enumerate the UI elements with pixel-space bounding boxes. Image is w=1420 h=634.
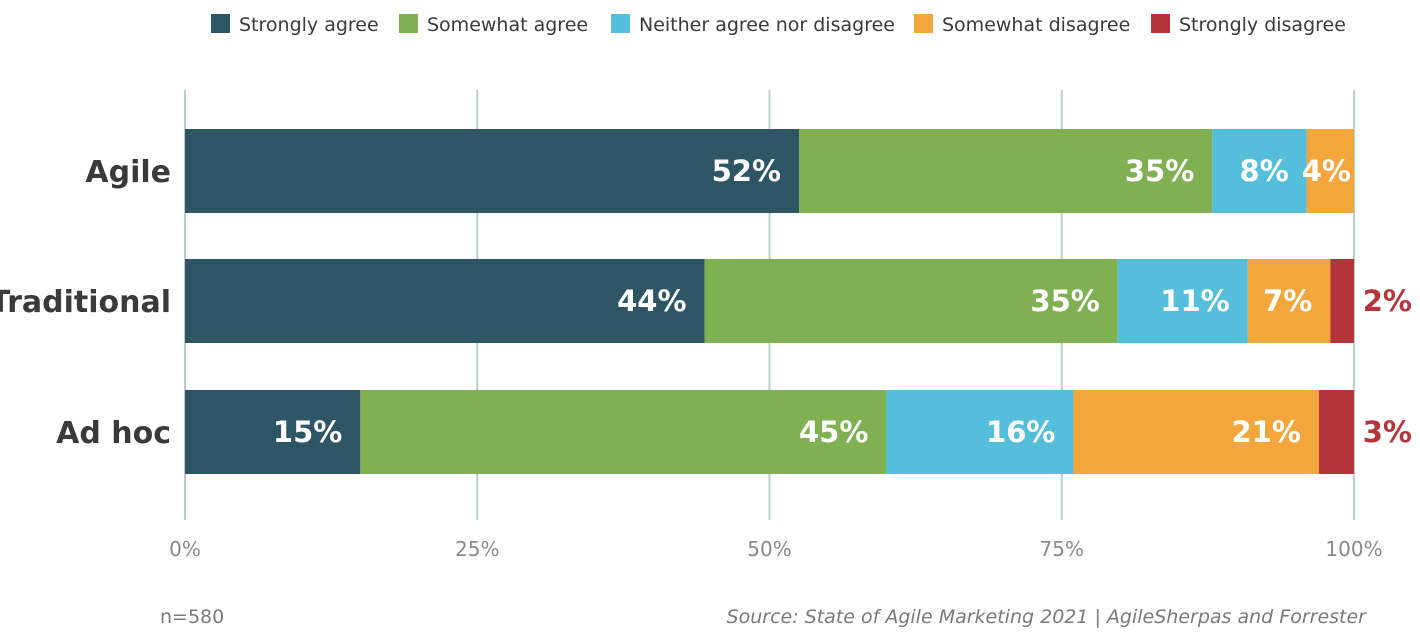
legend-label-neither-agree-nor-disagree: Neither agree nor disagree [639,14,895,36]
legend-label-somewhat-agree: Somewhat agree [427,14,588,36]
data-label-traditional-neither-agree-nor-disagree: 11% [1160,284,1229,318]
tick-label-0: 0% [169,537,201,561]
data-label-ad-hoc-somewhat-agree: 45% [799,415,868,449]
bar-traditional-strongly-disagree [1330,259,1354,343]
category-label-ad-hoc: Ad hoc [56,416,171,451]
bars: 52% 35% 8% 4% 44% 35% 11% 7% 2% 15% 45% 16% 21% 3% [185,129,1412,474]
bar-agile-strongly-agree [185,129,800,213]
data-label-ad-hoc-somewhat-disagree: 21% [1232,415,1301,449]
legend-swatch-somewhat-agree [399,14,418,33]
bar-agile-somewhat-disagree [1306,129,1354,213]
bar-ad-hoc-strongly-disagree [1318,390,1354,474]
x-axis-ticks: 0% 25% 50% 75% 100% [169,537,1382,561]
bar-ad-hoc-somewhat-disagree [1073,390,1319,474]
sample-size-note: n=580 [160,606,224,628]
legend: Strongly agree Somewhat agree Neither agre… [211,14,1346,36]
legend-swatch-somewhat-disagree [914,14,933,33]
tick-label-25: 25% [455,537,499,561]
bar-traditional-neither-agree-nor-disagree [1117,259,1248,343]
bar-ad-hoc-neither-agree-nor-disagree [886,390,1074,474]
legend-swatch-neither-agree-nor-disagree [611,14,630,33]
data-label-traditional-somewhat-disagree: 7% [1263,284,1312,318]
legend-label-somewhat-disagree: Somewhat disagree [942,14,1130,36]
legend-label-strongly-disagree: Strongly disagree [1179,14,1346,36]
legend-swatch-strongly-disagree [1151,14,1170,33]
data-label-traditional-strongly-disagree: 2% [1363,284,1412,318]
bar-traditional-strongly-agree [185,259,705,343]
bar-traditional-somewhat-agree [704,259,1118,343]
data-label-agile-somewhat-disagree: 4% [1302,154,1351,188]
tick-label-50: 50% [747,537,791,561]
bar-agile-somewhat-agree [799,129,1213,213]
legend-label-strongly-agree: Strongly agree [239,14,379,36]
data-label-ad-hoc-strongly-disagree: 3% [1363,415,1412,449]
bar-traditional-somewhat-disagree [1247,259,1331,343]
tick-label-75: 75% [1040,537,1084,561]
bar-agile-neither-agree-nor-disagree [1212,129,1307,213]
data-label-traditional-somewhat-agree: 35% [1030,284,1099,318]
tick-label-100: 100% [1325,537,1382,561]
data-label-agile-strongly-agree: 52% [712,154,781,188]
bar-ad-hoc-strongly-agree [185,390,361,474]
category-label-traditional: Traditional [0,285,171,320]
data-label-agile-neither-agree-nor-disagree: 8% [1240,154,1289,188]
data-label-agile-somewhat-agree: 35% [1125,154,1194,188]
category-label-agile: Agile [85,155,171,190]
bar-ad-hoc-somewhat-agree [360,390,887,474]
source-note: Source: State of Agile Marketing 2021 | … [727,606,1368,628]
legend-swatch-strongly-agree [211,14,230,33]
data-label-ad-hoc-strongly-agree: 15% [273,415,342,449]
data-label-ad-hoc-neither-agree-nor-disagree: 16% [986,415,1055,449]
category-labels: Agile Traditional Ad hoc [0,155,171,451]
data-label-traditional-strongly-agree: 44% [617,284,686,318]
